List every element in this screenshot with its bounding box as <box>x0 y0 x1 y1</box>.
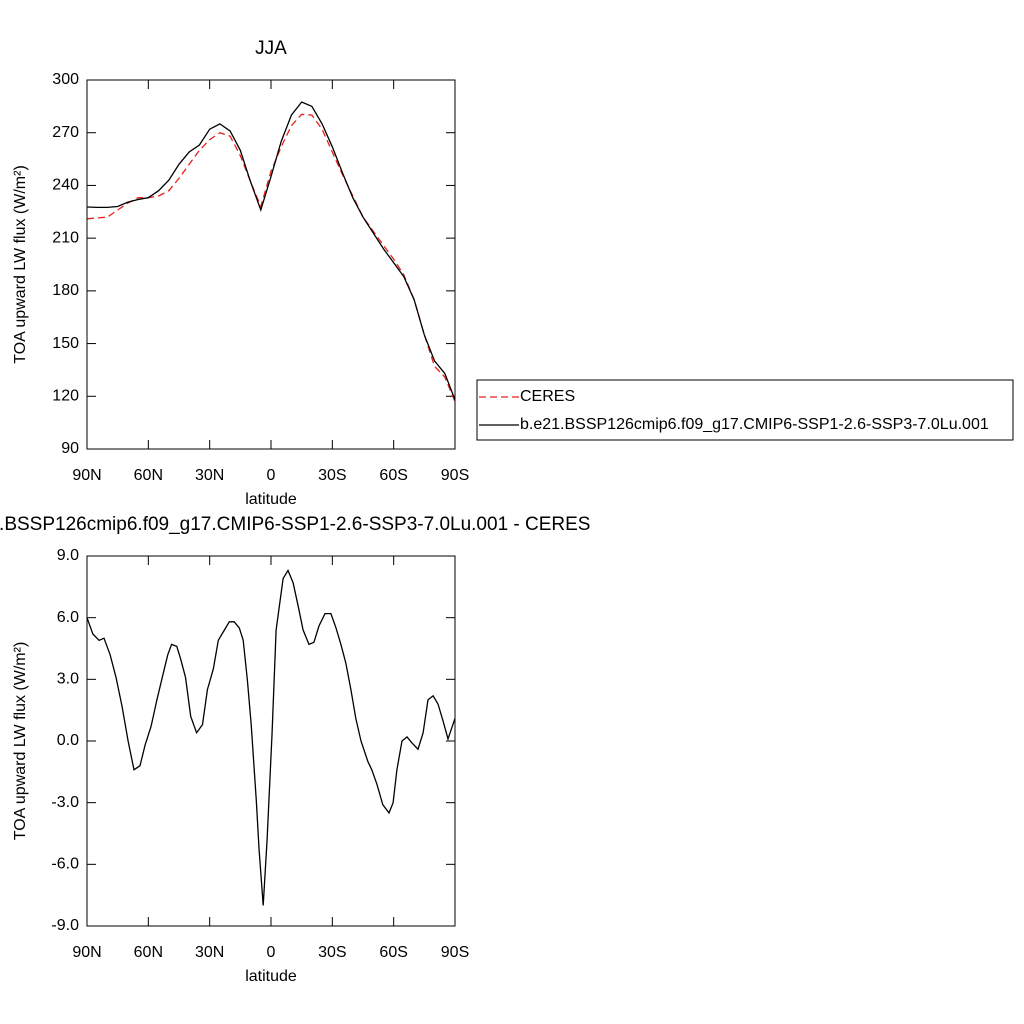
legend-label: CERES <box>520 388 575 405</box>
x-tick-label: 60N <box>134 467 163 484</box>
y-tick-label: -3.0 <box>51 794 79 811</box>
data-line <box>86 113 456 402</box>
data-line <box>86 101 456 401</box>
chart-title: JJA <box>255 38 287 59</box>
x-tick-label: 0 <box>267 944 276 961</box>
x-tick-label: 30N <box>195 944 224 961</box>
y-tick-label: 90 <box>61 440 79 457</box>
x-tick-label: 60S <box>379 944 407 961</box>
y-axis-label: TOA upward LW flux (W/m²) <box>12 165 29 364</box>
plot-frame <box>86 555 456 927</box>
y-axis-label: TOA upward LW flux (W/m²) <box>12 642 29 841</box>
x-tick-label: 30N <box>195 467 224 484</box>
y-tick-label: -6.0 <box>51 856 79 873</box>
x-tick-label: 90S <box>441 467 469 484</box>
x-tick-label: 30S <box>318 467 346 484</box>
x-tick-label: 90N <box>72 944 101 961</box>
legend-label: b.e21.BSSP126cmip6.f09_g17.CMIP6-SSP1-2.… <box>520 416 989 433</box>
x-tick-label: 60N <box>134 944 163 961</box>
x-tick-label: 30S <box>318 944 346 961</box>
x-tick-label: 0 <box>267 467 276 484</box>
legend-box <box>476 379 1014 441</box>
y-tick-label: 240 <box>52 177 79 194</box>
y-tick-label: 210 <box>52 229 79 246</box>
plot-frame <box>86 79 456 450</box>
x-tick-label: 90S <box>441 944 469 961</box>
y-tick-label: 300 <box>52 71 79 88</box>
chart-title: b.e21.BSSP126cmip6.f09_g17.CMIP6-SSP1-2.… <box>0 514 590 535</box>
y-tick-label: 270 <box>52 124 79 141</box>
y-tick-label: 150 <box>52 335 79 352</box>
y-tick-label: 9.0 <box>57 547 79 564</box>
x-tick-label: 60S <box>379 467 407 484</box>
x-tick-label: 90N <box>72 467 101 484</box>
x-axis-label: latitude <box>245 491 297 508</box>
y-tick-label: 0.0 <box>57 732 79 749</box>
y-tick-label: 3.0 <box>57 671 79 688</box>
y-tick-label: 120 <box>52 388 79 405</box>
y-tick-label: 180 <box>52 282 79 299</box>
x-axis-label: latitude <box>245 968 297 985</box>
y-tick-label: 6.0 <box>57 609 79 626</box>
data-line <box>86 568 456 906</box>
y-tick-label: -9.0 <box>51 917 79 934</box>
